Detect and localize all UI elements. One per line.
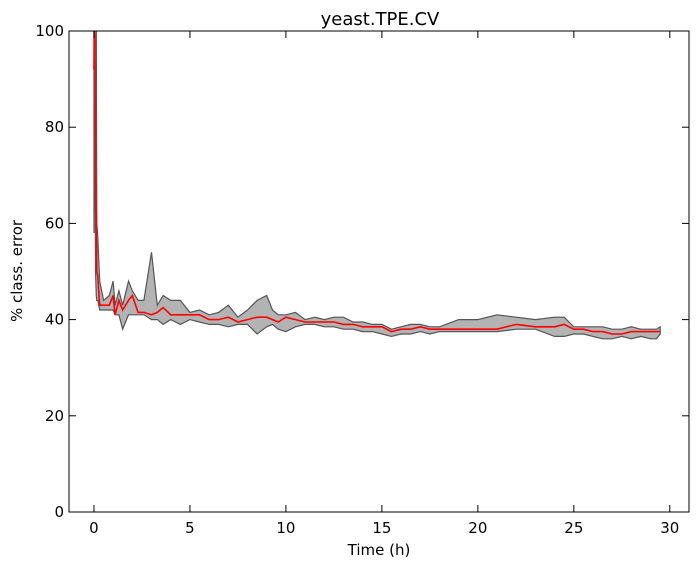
plot-area <box>93 31 661 340</box>
y-tick-label: 20 <box>45 407 64 425</box>
x-tick-label: 25 <box>564 519 583 537</box>
y-tick-label: 40 <box>45 311 64 329</box>
y-tick-label: 0 <box>54 503 64 521</box>
x-tick-label: 10 <box>276 519 295 537</box>
y-tick-label: 100 <box>35 22 64 40</box>
plot-frame <box>68 30 690 513</box>
x-axis-label: Time (h) <box>347 541 411 559</box>
y-axis-label: % class. error <box>8 219 26 322</box>
error-band <box>93 31 661 340</box>
y-tick-label: 60 <box>45 214 64 232</box>
axis-ticks: 0 5 10 15 20 25 30 0 20 40 60 80 100 <box>35 22 689 537</box>
x-tick-label: 5 <box>185 519 195 537</box>
y-tick-label: 80 <box>45 118 64 136</box>
x-tick-label: 20 <box>468 519 487 537</box>
x-tick-label: 0 <box>89 519 99 537</box>
chart-title: yeast.TPE.CV <box>321 9 440 30</box>
mean-line <box>93 31 661 335</box>
x-tick-label: 30 <box>660 519 679 537</box>
x-tick-label: 15 <box>372 519 391 537</box>
